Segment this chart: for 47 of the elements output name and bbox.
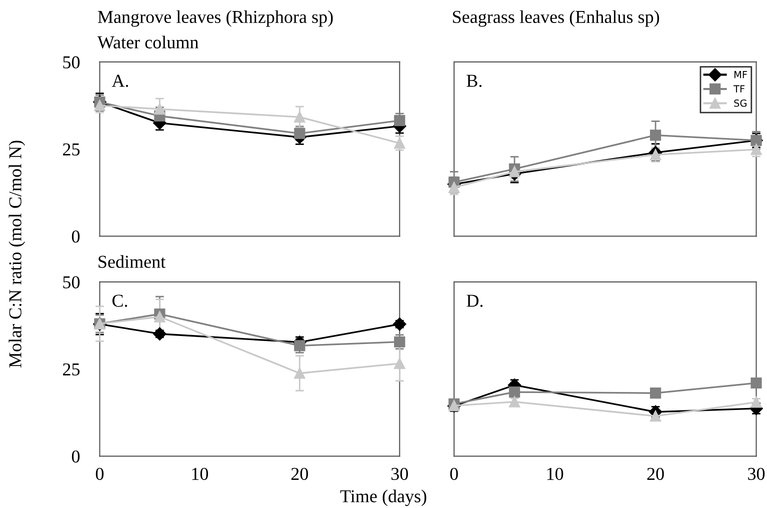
x-tick-label: 10 — [547, 468, 564, 480]
y-tick-label: 50 — [63, 276, 80, 288]
x-axis-title: Time (days) — [340, 490, 426, 506]
legend-label: MF — [734, 71, 747, 78]
point — [508, 166, 520, 178]
chart-title: Mangrove leaves (Rhizphora sp) — [98, 10, 333, 27]
point — [94, 100, 106, 112]
point — [508, 396, 520, 408]
annotation: C. — [112, 294, 128, 307]
point — [394, 336, 406, 348]
x-tick-label: 20 — [291, 468, 308, 480]
y-axis-title: Molar C:N ratio (mol C/mol N) — [8, 140, 26, 368]
x-tick-label: 20 — [647, 468, 664, 480]
point — [750, 144, 762, 155]
x-tick-label: 30 — [391, 468, 408, 480]
point — [294, 368, 306, 379]
point — [448, 182, 460, 193]
point — [154, 103, 166, 115]
x-tick-label: 0 — [96, 468, 104, 480]
legend-label: TF — [734, 85, 744, 92]
point — [394, 358, 406, 370]
y-tick-label: 0 — [72, 230, 80, 243]
point — [294, 111, 306, 123]
point — [153, 327, 166, 340]
x-tick-label: 30 — [748, 468, 765, 480]
chart-title: Sediment — [98, 255, 166, 268]
point — [650, 388, 662, 399]
y-tick-label: 25 — [63, 143, 80, 156]
chart-title: Seagrass leaves (Enhalus sp) — [452, 10, 660, 27]
y-tick-label: 0 — [72, 450, 80, 463]
point — [750, 396, 762, 408]
y-tick-label: 50 — [63, 56, 80, 68]
x-tick-label: 10 — [192, 468, 208, 480]
annotation: B. — [466, 74, 482, 87]
y-tick-label: 25 — [63, 363, 80, 376]
point — [650, 410, 662, 422]
point — [750, 377, 762, 389]
annotation: A. — [112, 74, 128, 87]
point — [508, 386, 520, 398]
point — [650, 130, 662, 141]
legend-label: SG — [734, 99, 746, 107]
point — [294, 128, 306, 139]
chart-subtitle: Water column — [97, 36, 198, 49]
point — [154, 311, 166, 322]
x-tick-label: 0 — [450, 468, 458, 480]
annotation: D. — [466, 294, 483, 307]
point — [393, 318, 406, 331]
